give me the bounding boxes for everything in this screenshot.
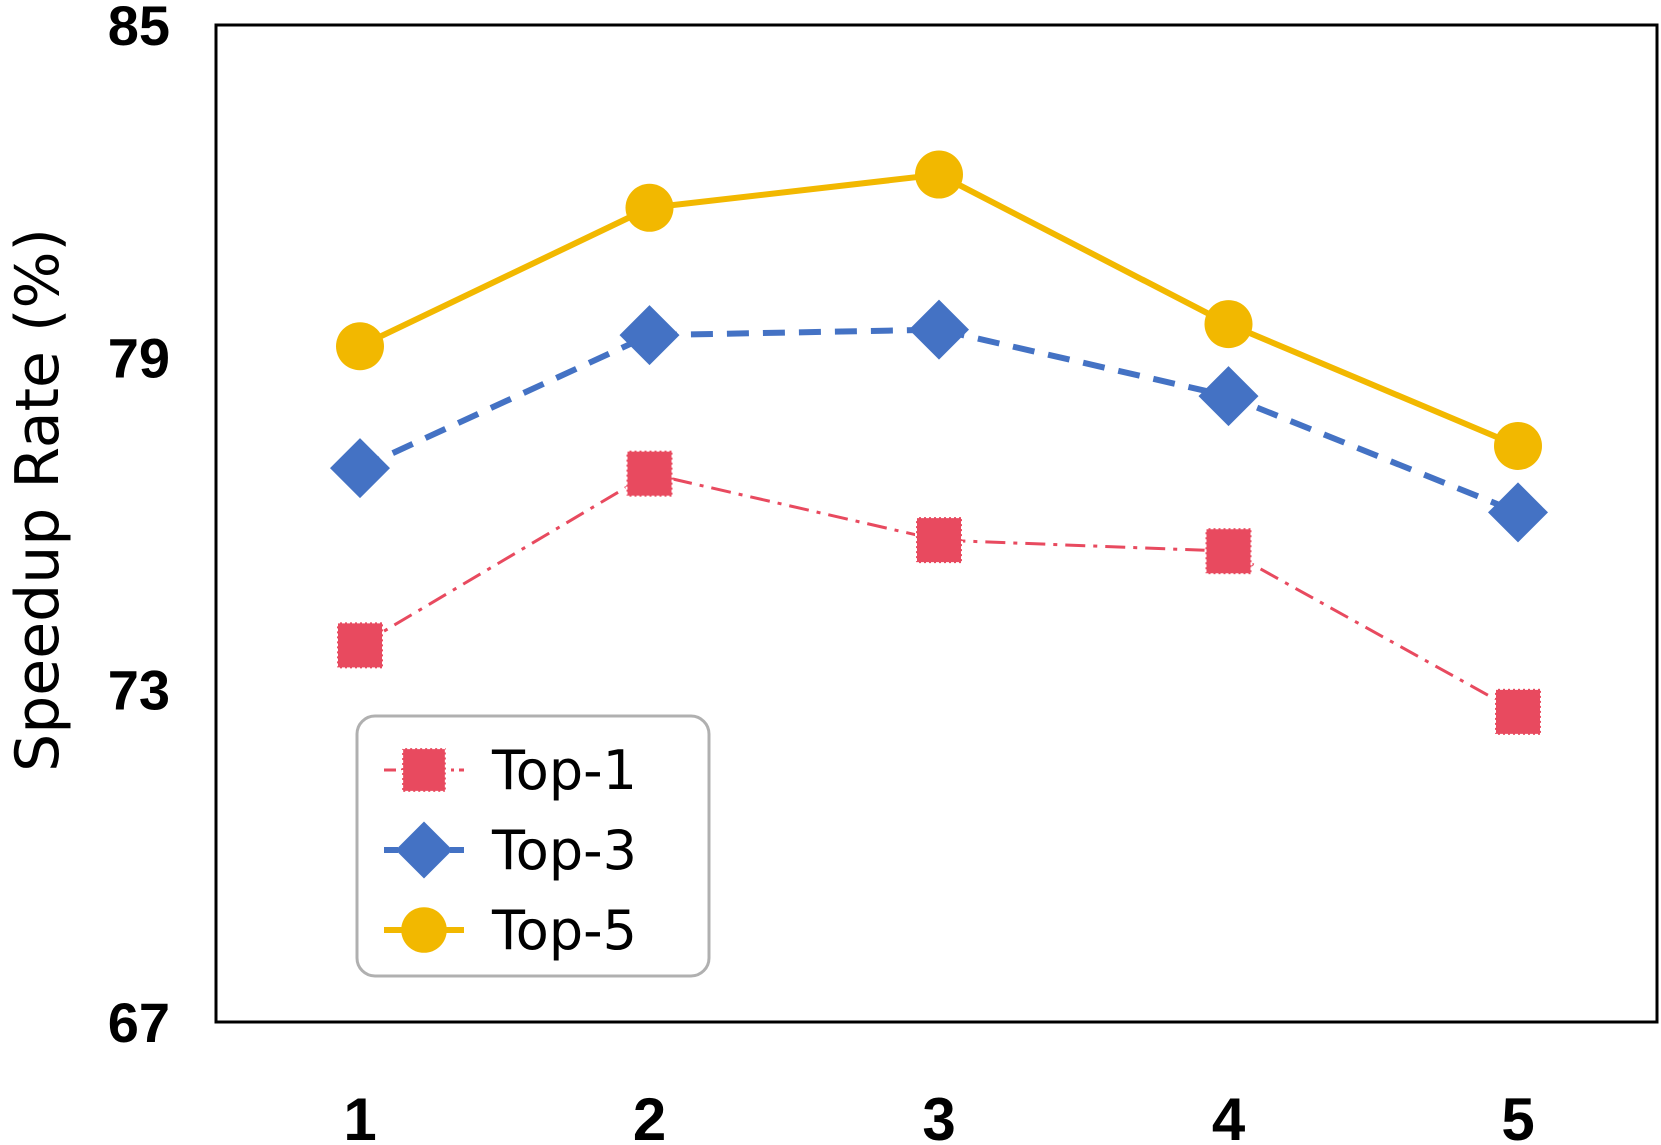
x-tick-labels: 1 2 3 4 5	[343, 1086, 1534, 1145]
point-top-1-1	[336, 621, 384, 670]
y-tick-label-85: 85	[108, 0, 170, 57]
point-top-3-3	[909, 299, 969, 360]
legend-label-top-1: Top-1	[491, 739, 637, 802]
point-top-3-5	[1488, 482, 1548, 543]
y-tick-label-79: 79	[108, 326, 170, 389]
series-top-3	[330, 299, 1548, 543]
point-top-3-4	[1198, 366, 1259, 427]
legend: Top-1 Top-3 Top-5	[355, 714, 711, 978]
legend-label-top-3: Top-3	[491, 819, 637, 882]
point-top-1-2	[625, 449, 674, 498]
y-tick-label-67: 67	[108, 991, 170, 1054]
legend-item-top-5: Top-5	[384, 899, 637, 962]
point-top-1-5	[1494, 687, 1542, 736]
legend-marker-top-1	[401, 747, 447, 793]
legend-marker-top-5	[401, 907, 447, 953]
point-top-3-2	[619, 305, 680, 366]
x-tick-label-5: 5	[1501, 1086, 1534, 1145]
legend-item-top-3: Top-3	[384, 819, 637, 882]
legend-marker-top-3	[395, 821, 453, 879]
point-top-5-2	[625, 183, 674, 232]
point-top-1-4	[1204, 527, 1253, 576]
x-tick-label-2: 2	[633, 1086, 666, 1145]
x-tick-label-1: 1	[343, 1086, 376, 1145]
point-top-5-4	[1204, 300, 1253, 349]
point-top-5-1	[336, 322, 384, 371]
point-top-1-3	[915, 516, 963, 565]
y-axis-label: Speedup Rate (%)	[3, 228, 73, 772]
y-tick-label-73: 73	[108, 659, 170, 722]
x-tick-label-3: 3	[922, 1086, 955, 1145]
series-layer	[330, 150, 1548, 736]
x-tick-label-4: 4	[1212, 1086, 1246, 1145]
point-top-5-5	[1494, 421, 1542, 470]
point-top-3-1	[330, 438, 390, 499]
series-top-5	[336, 150, 1542, 470]
series-top-1	[336, 449, 1542, 736]
series-line-top-3	[358, 326, 1520, 516]
legend-label-top-5: Top-5	[491, 899, 637, 962]
legend-item-top-1: Top-1	[384, 739, 637, 802]
y-tick-labels: 67 73 79 85	[108, 0, 170, 1054]
point-top-5-3	[915, 150, 963, 199]
legend-entries: Top-1 Top-3 Top-5	[384, 739, 637, 962]
